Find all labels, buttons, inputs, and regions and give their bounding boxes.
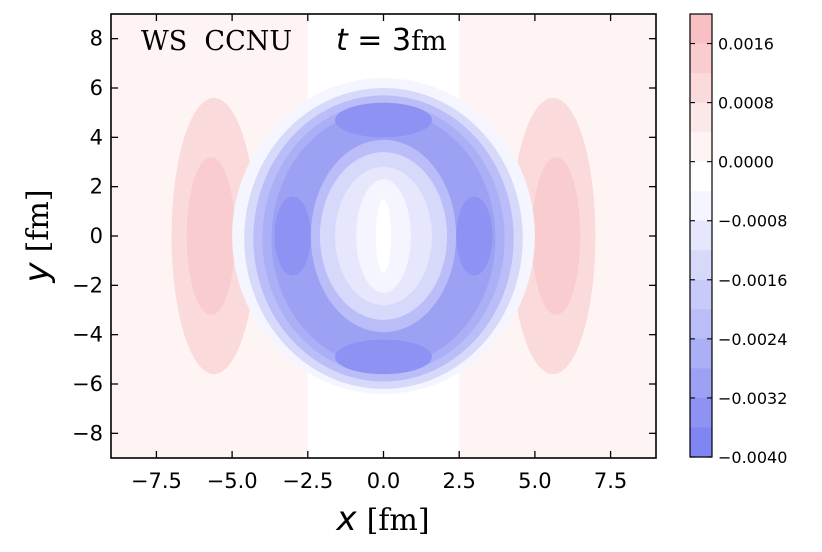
x-tick-label-1: −5.0 <box>207 469 258 493</box>
annotation-time: t = 3fm <box>336 23 447 58</box>
colorbar-level-11 <box>690 338 712 369</box>
y-tick-label-6: 4 <box>90 125 103 149</box>
x-axis-label: x [fm] <box>335 499 429 539</box>
colorbar-level-5 <box>690 161 712 192</box>
colorbar-tick-label-6: −0.0032 <box>718 389 787 408</box>
colorbar-tick-label-1: 0.0008 <box>718 94 774 113</box>
colorbar-tick-label-2: 0.0000 <box>718 153 774 172</box>
field-region-12 <box>456 196 493 276</box>
colorbar-level-0 <box>690 14 712 45</box>
y-tick-labels: −8 −6 −4 −2 0 2 4 6 8 <box>72 27 103 446</box>
y-tick-label-3: −2 <box>72 273 103 297</box>
colorbar-ticks <box>690 42 712 458</box>
colorbar-level-4 <box>690 132 712 163</box>
x-axis-var: x <box>335 499 357 539</box>
colorbar-tick-labels: 0.0016 0.0008 0.0000 −0.0008 −0.0016 −0.0024 −… <box>718 35 787 467</box>
y-tick-label-2: −4 <box>72 323 103 347</box>
y-tick-label-8: 8 <box>90 27 103 51</box>
axis-ticks <box>111 14 656 458</box>
x-tick-label-3: 0.0 <box>367 469 400 493</box>
annotation-label: WS CCNU <box>141 26 292 57</box>
field-region-4 <box>186 157 236 315</box>
field-region-19 <box>375 199 392 273</box>
x-tick-label-4: 2.5 <box>442 469 475 493</box>
field-region-11 <box>274 196 311 276</box>
colorbar-level-9 <box>690 279 712 310</box>
colorbar-tick-label-3: −0.0008 <box>718 212 787 231</box>
x-tick-label-2: −2.5 <box>282 469 333 493</box>
colorbar-tick-label-0: 0.0016 <box>718 35 774 54</box>
y-tick-label-0: −8 <box>72 421 103 445</box>
annotation-time-unit: fm <box>411 26 447 57</box>
field-layer <box>111 14 656 458</box>
colorbar-frame <box>689 13 713 458</box>
colorbar-tick-label-7: −0.0040 <box>718 448 787 467</box>
colorbar-tick-label-5: −0.0024 <box>718 330 787 349</box>
y-tick-label-4: 0 <box>90 224 103 248</box>
colorbar-level-6 <box>690 191 712 222</box>
y-tick-label-5: 2 <box>90 175 103 199</box>
x-tick-label-5: 5.0 <box>518 469 551 493</box>
colorbar-level-14 <box>690 427 712 458</box>
colorbar-level-2 <box>690 73 712 104</box>
colorbar-level-8 <box>690 250 712 281</box>
colorbar <box>690 14 712 458</box>
annotation-time-var: t <box>336 23 349 58</box>
colorbar-level-1 <box>690 43 712 74</box>
y-axis-var: y <box>17 262 57 284</box>
x-tick-labels: −7.5 −5.0 −2.5 0.0 2.5 5.0 7.5 <box>131 469 627 493</box>
x-tick-label-0: −7.5 <box>131 469 182 493</box>
x-axis-unit: [fm] <box>367 503 430 538</box>
field-region-13 <box>335 102 432 138</box>
y-axis-label: y [fm] <box>17 189 57 283</box>
colorbar-level-7 <box>690 220 712 251</box>
y-tick-label-1: −6 <box>72 372 103 396</box>
colorbar-level-3 <box>690 102 712 133</box>
colorbar-level-13 <box>690 397 712 429</box>
field-region-5 <box>531 157 581 315</box>
colorbar-level-10 <box>690 309 712 340</box>
y-tick-label-7: 6 <box>90 76 103 100</box>
x-tick-label-6: 7.5 <box>594 469 627 493</box>
y-axis-unit: [fm] <box>21 189 56 252</box>
colorbar-level-12 <box>690 368 712 399</box>
colorbar-tick-label-4: −0.0016 <box>718 271 787 290</box>
annotation-time-eq: = 3 <box>348 23 411 58</box>
field-region-14 <box>335 339 432 375</box>
